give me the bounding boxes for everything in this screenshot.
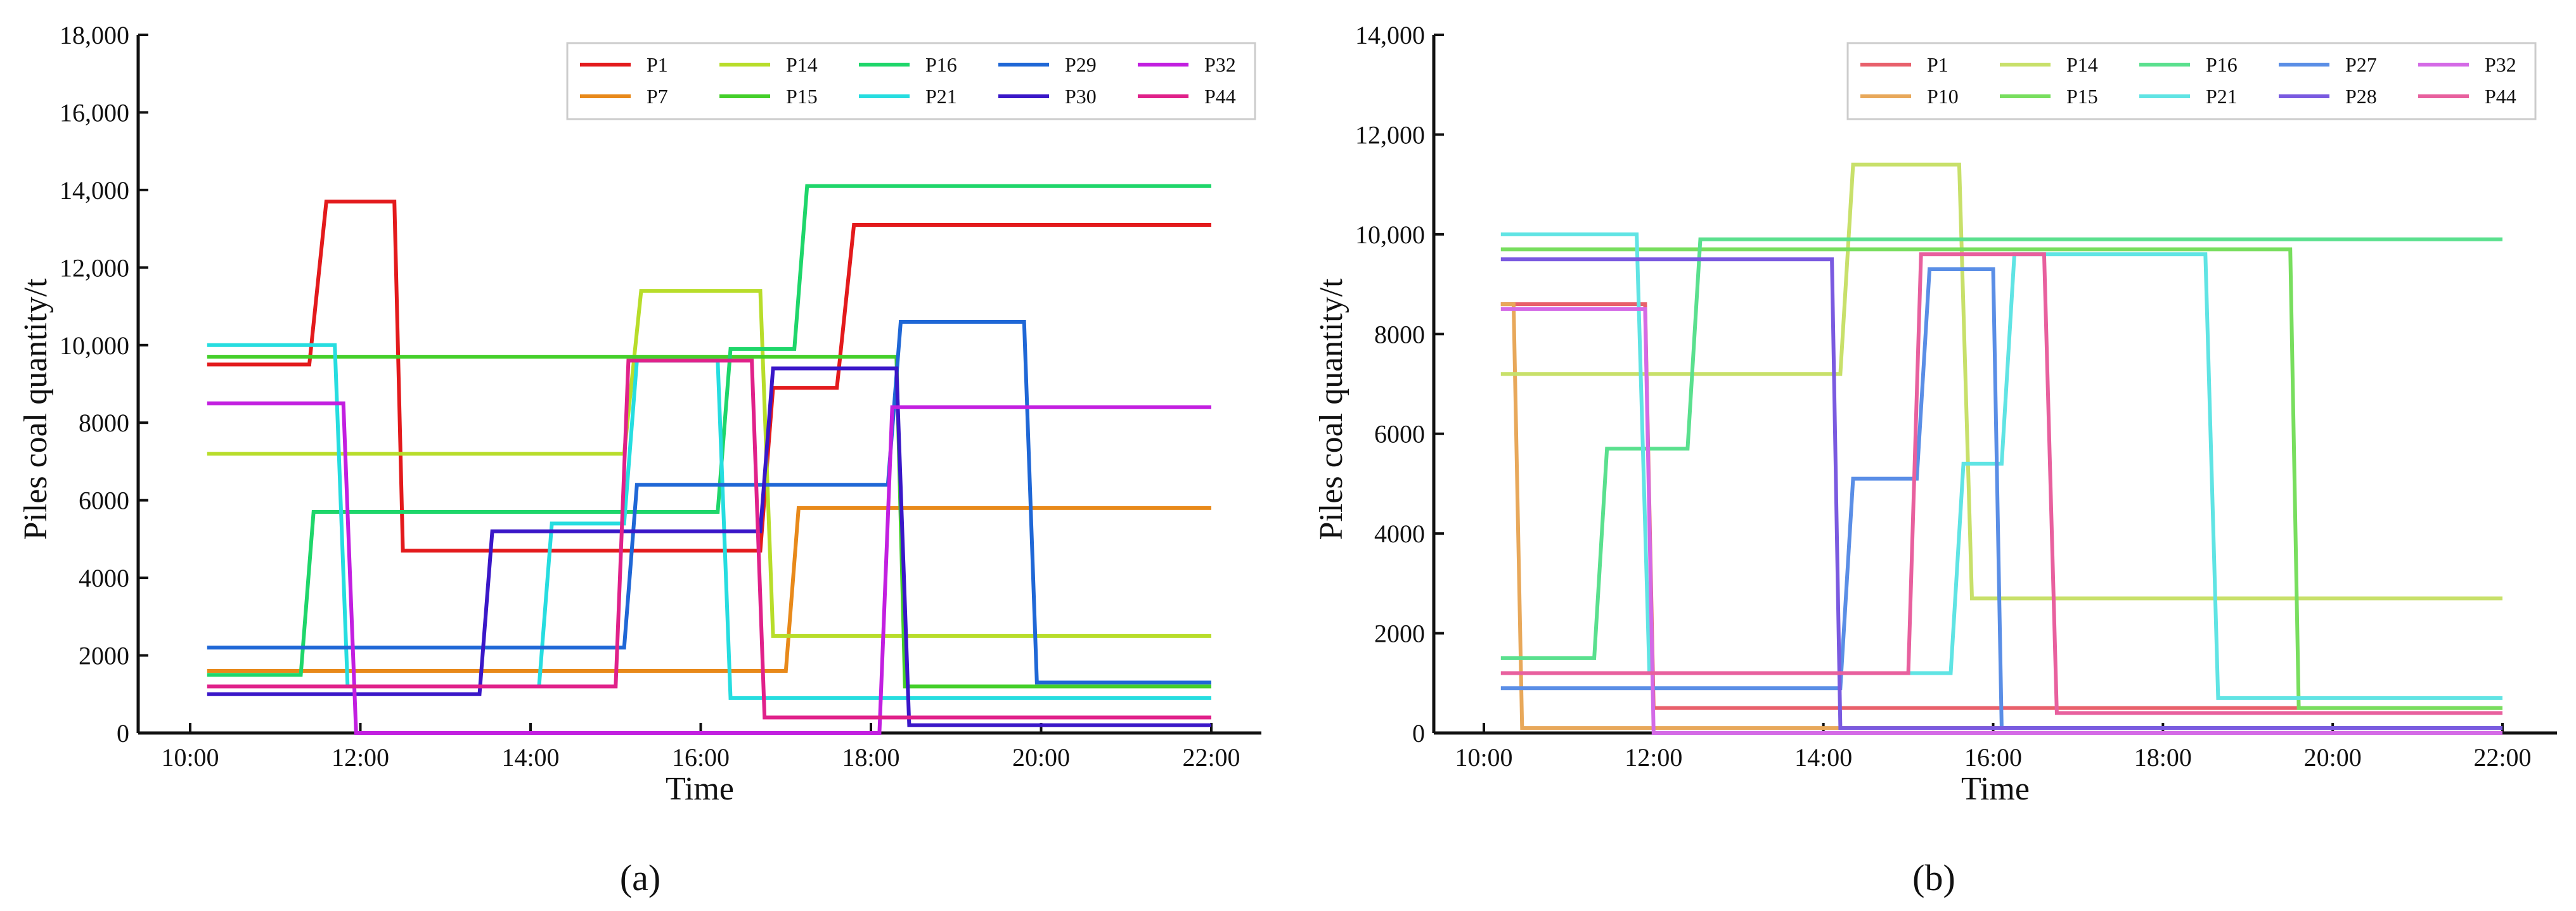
legend-label-p1: P1 [1927,53,1948,76]
legend-label-p28: P28 [2345,85,2377,108]
legend-label-p15: P15 [2066,85,2098,108]
series-line-p28 [1500,257,2502,730]
legend-label-p15: P15 [786,85,818,108]
x-axis-label: Time [1961,771,2030,807]
series-line-p29 [207,320,1211,685]
x-tick-label: 22:00 [1182,743,1240,772]
series-line-p27 [1500,267,2502,730]
series-line-p32 [1500,307,2502,735]
legend-label-p27: P27 [2345,53,2377,76]
x-tick-label: 10:00 [1455,743,1512,772]
series-line-p44 [207,359,1211,720]
legend-label-p30: P30 [1065,85,1097,108]
y-tick-label: 18,000 [60,21,129,49]
y-tick-label: 0 [117,719,129,748]
y-tick-label: 14,000 [60,176,129,205]
x-tick-label: 20:00 [2304,743,2362,772]
chart-panel-a: 0 2000 4000 6000 8000 10,000 12,000 14,000 16,00… [18,21,1261,898]
x-tick-label: 12:00 [1625,743,1682,772]
legend-label-p44: P44 [1204,85,1236,108]
legend-label-p1: P1 [647,53,668,76]
y-tick-label: 8000 [79,409,129,437]
y-tick-label: 6000 [79,487,129,515]
panel-label: (b) [1912,857,1955,898]
series-line-p30 [207,366,1211,727]
x-tick-label: 20:00 [1012,743,1070,772]
series-line-p21 [207,343,1211,700]
x-tick-label: 22:00 [2473,743,2531,772]
series-line-p7 [207,506,1211,673]
legend-label-p21: P21 [925,85,957,108]
y-axis-label: Piles coal quantity/t [18,278,54,540]
legend-label-p7: P7 [647,85,668,108]
legend-label-p32: P32 [1204,53,1236,76]
y-tick-label: 2000 [1374,620,1425,648]
y-tick-label: 12,000 [60,253,129,282]
y-tick-label: 2000 [79,642,129,670]
legend-label-p29: P29 [1065,53,1097,76]
x-tick-label: 10:00 [161,743,219,772]
y-tick-label: 4000 [1374,519,1425,548]
y-tick-label: 12,000 [1355,120,1425,149]
series-line-p14 [1500,162,2502,601]
legend-label-p14: P14 [786,53,818,76]
x-axis-label: Time [666,771,734,807]
series-line-p21 [1500,232,2502,700]
legend-label-p14: P14 [2066,53,2098,76]
panel-label: (a) [620,857,660,898]
legend-label-p10: P10 [1927,85,1959,108]
y-tick-label: 10,000 [1355,220,1425,249]
legend-label-p21: P21 [2206,85,2238,108]
series-line-p16 [207,184,1211,677]
y-tick-label: 16,000 [60,98,129,127]
series-line-p32 [207,401,1211,735]
y-axis-label: Piles coal quantity/t [1313,278,1349,540]
chart-panel-b: 0 2000 4000 6000 8000 10,000 12,000 14,000 10:00… [1313,21,2557,898]
x-tick-label: 12:00 [332,743,389,772]
y-tick-label: 10,000 [60,331,129,360]
y-tick-label: 8000 [1374,320,1425,348]
y-tick-label: 6000 [1374,420,1425,449]
legend-label-p32: P32 [2485,53,2516,76]
legend-box [566,42,1256,120]
legend-label-p16: P16 [925,53,957,76]
x-tick-label: 18:00 [842,743,899,772]
x-tick-label: 16:00 [1964,743,2022,772]
legend-label-p44: P44 [2485,85,2516,108]
series-line-p15 [1500,247,2502,710]
y-tick-label: 0 [1412,719,1425,748]
y-tick-label: 14,000 [1355,21,1425,49]
legend-label-p16: P16 [2206,53,2238,76]
legend-box [1846,42,2537,120]
series-line-p44 [1500,252,2502,715]
x-tick-label: 14:00 [1794,743,1852,772]
x-tick-label: 16:00 [672,743,730,772]
x-tick-label: 18:00 [2134,743,2192,772]
x-tick-label: 14:00 [501,743,559,772]
y-tick-label: 4000 [79,564,129,592]
series-line-p14 [207,289,1211,638]
series-line-p1 [207,200,1211,553]
